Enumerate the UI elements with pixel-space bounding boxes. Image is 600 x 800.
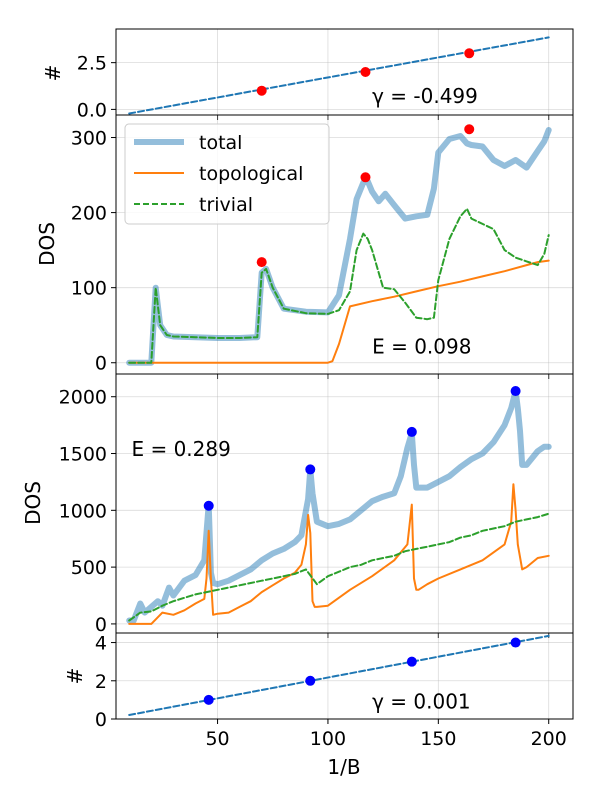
y-tick-label: 2000 bbox=[59, 387, 107, 409]
series-line-fit bbox=[128, 634, 550, 716]
ticks: 0.0 2.5 bbox=[77, 53, 550, 121]
data-point bbox=[305, 464, 316, 475]
series-line-trivial bbox=[128, 207, 550, 364]
panel-gamma-top: 0.0 2.5 # γ = -0.499 bbox=[41, 29, 573, 121]
panel-dos-e0098: 0 100 200 300 DOS E = 0.098 total topologic… bbox=[35, 115, 573, 379]
data-point bbox=[406, 656, 417, 667]
series-line-trivial bbox=[128, 512, 550, 622]
data-point bbox=[510, 386, 521, 397]
marks bbox=[126, 124, 552, 366]
y-tick-label: 300 bbox=[71, 128, 107, 150]
ticks: 0 500 1000 1500 2000 bbox=[59, 387, 550, 638]
legend-label-trivial: trivial bbox=[199, 194, 253, 216]
panel-gamma-bottom: 0 2 4 50 100 150 200 # γ = 0.001 1/B bbox=[63, 633, 573, 779]
marks bbox=[126, 386, 552, 625]
gamma-annotation: γ = 0.001 bbox=[372, 689, 471, 713]
data-point bbox=[305, 675, 316, 686]
panel-frame-4 bbox=[115, 632, 574, 720]
marks bbox=[128, 36, 550, 115]
y-tick-label: 1000 bbox=[59, 500, 107, 522]
grid bbox=[116, 29, 573, 115]
y-tick-label: 500 bbox=[71, 557, 107, 579]
marks bbox=[128, 634, 550, 716]
data-point bbox=[464, 48, 475, 59]
series-line-topological bbox=[128, 483, 550, 625]
y-tick-label: 2 bbox=[95, 671, 107, 693]
panel-dos-e0289: 0 500 1000 1500 2000 DOS E = 0.289 bbox=[21, 374, 573, 638]
data-point bbox=[464, 124, 475, 135]
energy-annotation: E = 0.098 bbox=[372, 335, 471, 359]
ticks: 0 2 4 50 100 150 200 bbox=[95, 633, 567, 750]
data-point bbox=[360, 67, 371, 77]
y-axis-label: DOS bbox=[21, 481, 45, 525]
legend: total topological trivial bbox=[124, 123, 330, 225]
x-tick-label: 150 bbox=[420, 728, 456, 750]
y-axis-label: # bbox=[41, 65, 65, 82]
y-tick-label: 0 bbox=[95, 709, 107, 731]
y-tick-label: 0.0 bbox=[77, 99, 107, 121]
x-tick-label: 50 bbox=[205, 728, 229, 750]
legend-label-topological: topological bbox=[199, 163, 303, 185]
gamma-annotation: γ = -0.499 bbox=[372, 84, 478, 108]
series-line-total bbox=[126, 388, 552, 624]
legend-label-total: total bbox=[199, 132, 242, 154]
data-point bbox=[360, 172, 371, 183]
data-point bbox=[256, 85, 267, 96]
y-tick-label: 2.5 bbox=[77, 53, 107, 75]
data-point bbox=[203, 500, 214, 511]
x-axis-label: 1/B bbox=[327, 755, 360, 779]
ticks: 0 100 200 300 bbox=[71, 128, 550, 379]
data-point bbox=[256, 257, 267, 268]
panel-frame-1 bbox=[115, 28, 574, 116]
grid bbox=[116, 633, 573, 720]
y-tick-label: 0 bbox=[95, 614, 107, 636]
y-axis-label: DOS bbox=[35, 222, 59, 266]
x-tick-label: 200 bbox=[531, 728, 567, 750]
data-point bbox=[203, 694, 214, 705]
data-point bbox=[406, 426, 417, 437]
y-tick-label: 4 bbox=[95, 633, 107, 655]
y-tick-label: 0 bbox=[95, 353, 107, 375]
y-tick-label: 1500 bbox=[59, 444, 107, 466]
energy-annotation: E = 0.289 bbox=[131, 437, 230, 461]
x-tick-label: 100 bbox=[310, 728, 346, 750]
series-line-topological bbox=[128, 259, 550, 364]
series-line-fit bbox=[128, 36, 550, 115]
legend-box bbox=[124, 123, 330, 225]
y-tick-label: 100 bbox=[71, 278, 107, 300]
y-axis-label: # bbox=[63, 668, 87, 685]
data-point bbox=[510, 637, 521, 648]
y-tick-label: 200 bbox=[71, 203, 107, 225]
